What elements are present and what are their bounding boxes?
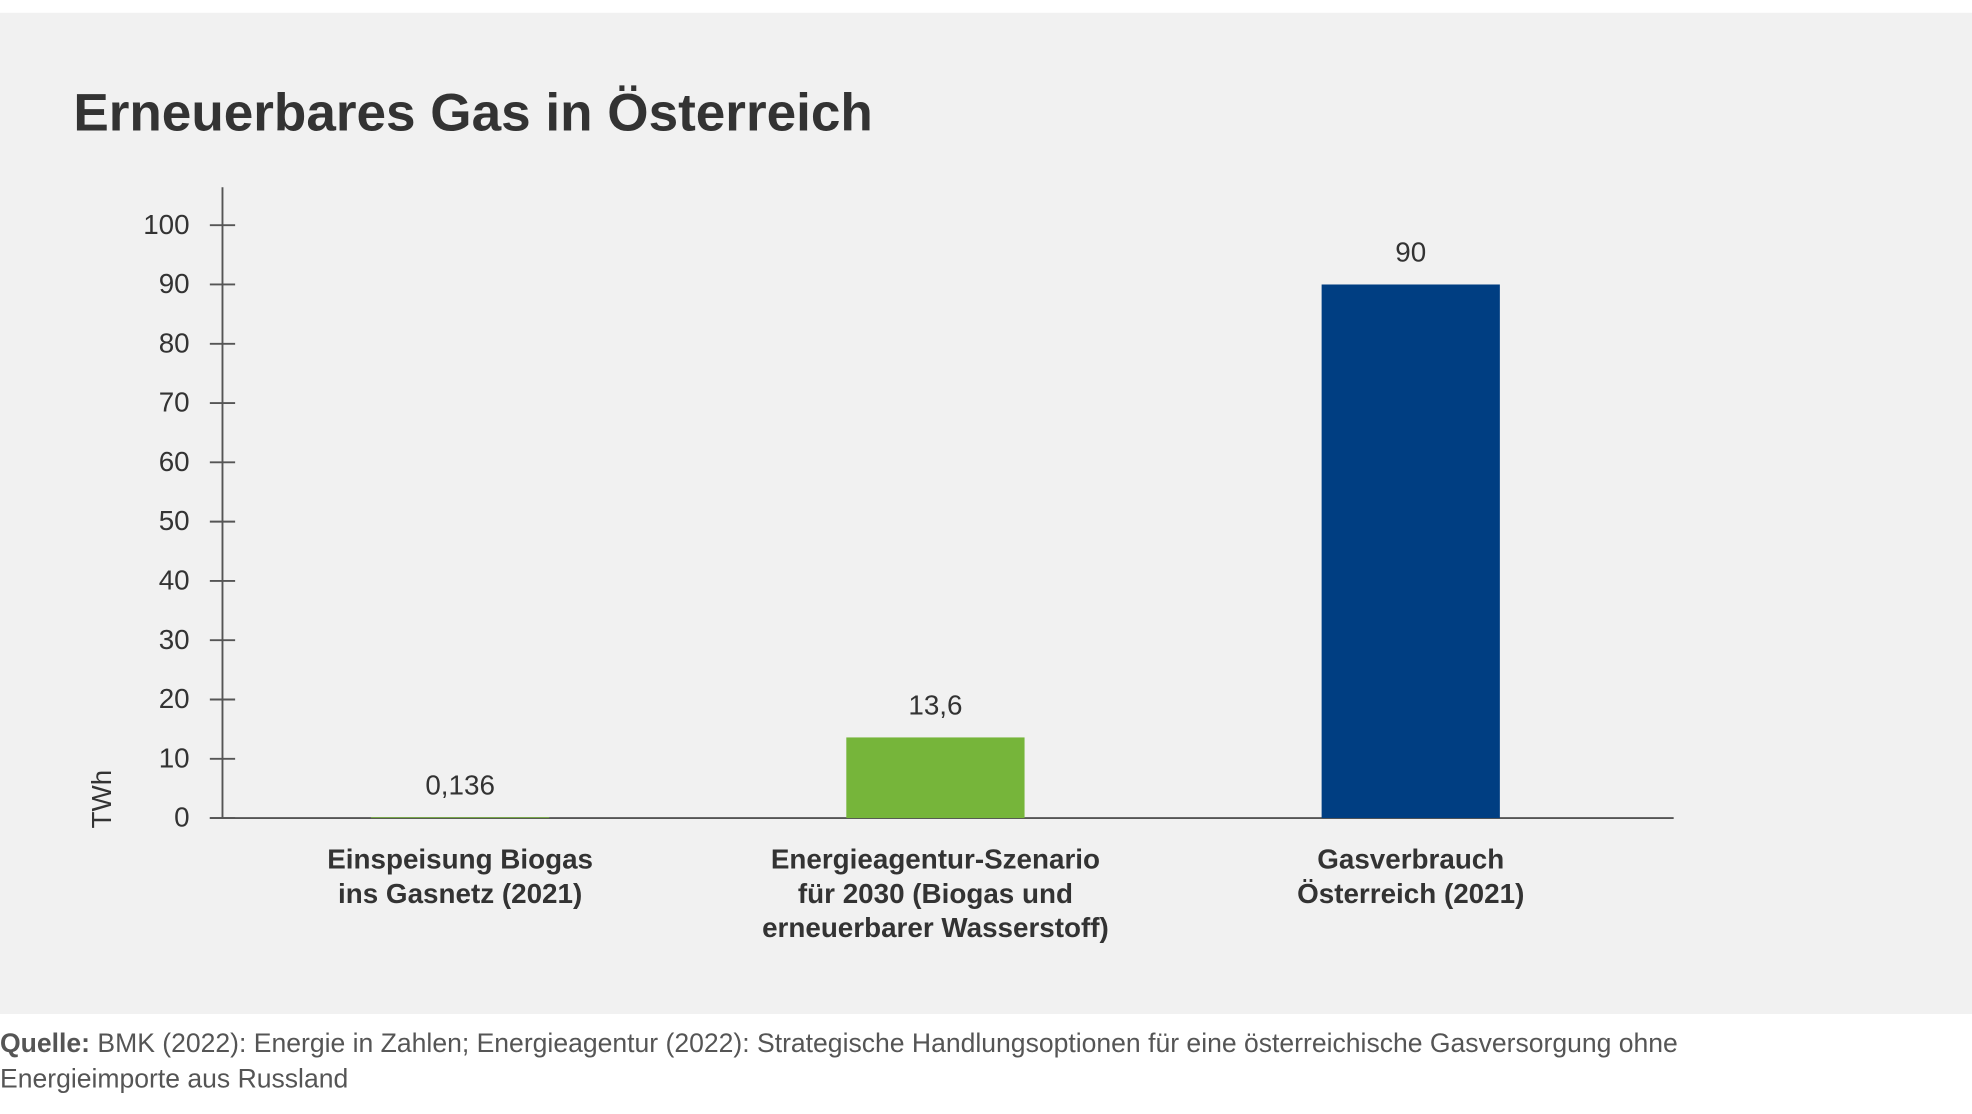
y-tick-label: 60 [159, 446, 190, 477]
y-tick-label: 20 [159, 683, 190, 714]
y-tick-label: 10 [159, 742, 190, 773]
bar [846, 737, 1025, 819]
x-tick-label-box: Gasverbrauch Österreich (2021) [1297, 843, 1525, 910]
y-tick-label: 40 [159, 565, 190, 596]
x-tick-label: Gasverbrauch Österreich (2021) [1297, 843, 1525, 910]
x-tick-label: Einspeisung Biogas ins Gasnetz (2021) [327, 843, 594, 910]
value-label: 13,6 [908, 689, 962, 720]
y-tick-label: 100 [143, 209, 189, 240]
source-text: BMK (2022): Energie in Zahlen; Energieag… [0, 1029, 1678, 1094]
y-tick-label: 80 [159, 327, 190, 358]
source-box: Quelle: BMK (2022): Energie in Zahlen; E… [0, 1027, 1795, 1098]
background [0, 12, 1972, 1015]
bar [371, 817, 550, 819]
y-axis-label: TWh [86, 770, 117, 829]
source-note: Quelle: BMK (2022): Energie in Zahlen; E… [0, 1027, 1795, 1098]
x-tick-label-box: Energieagentur-Szenario für 2030 (Biogas… [762, 843, 1109, 944]
y-tick-label: 70 [159, 387, 190, 418]
y-tick-label: 90 [159, 268, 190, 299]
value-label: 0,136 [425, 769, 495, 800]
value-label: 90 [1395, 236, 1426, 267]
x-tick-label: Energieagentur-Szenario für 2030 (Biogas… [762, 843, 1109, 944]
y-tick-label: 0 [174, 802, 189, 833]
x-tick-label-box: Einspeisung Biogas ins Gasnetz (2021) [327, 843, 594, 910]
bar [1321, 284, 1500, 819]
chart-title: Erneuerbares Gas in Österreich [73, 84, 873, 143]
source-label: Quelle: [0, 1029, 90, 1059]
y-tick-label: 30 [159, 624, 190, 655]
y-tick-label: 50 [159, 505, 190, 536]
